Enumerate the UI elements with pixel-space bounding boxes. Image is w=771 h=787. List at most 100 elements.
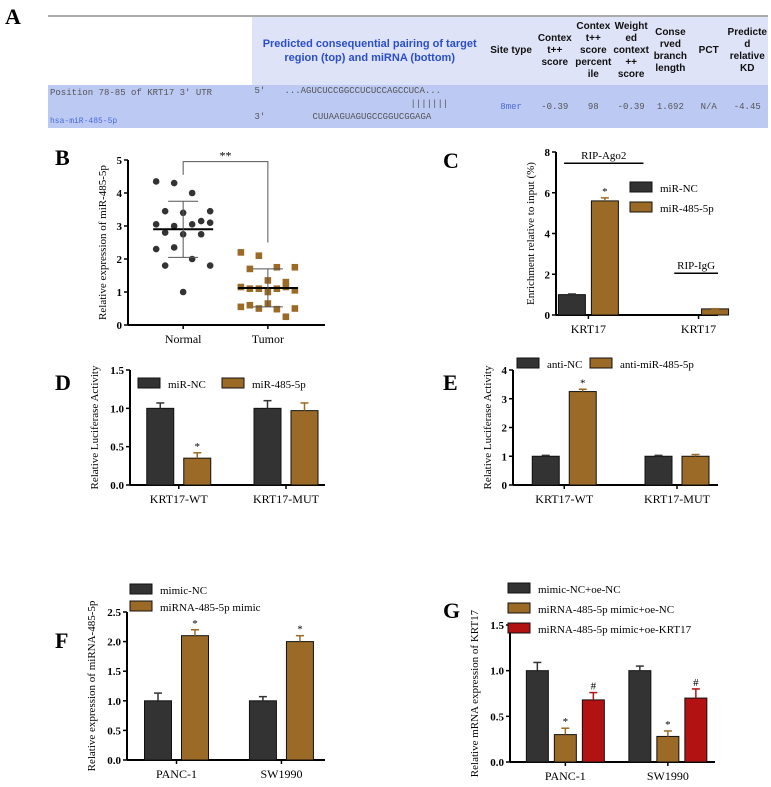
data-point — [291, 287, 299, 294]
bar — [253, 407, 282, 486]
pairing-cell: 5' ...AGUCUCCGGCCUCUCCAGCCUCA... |||||||… — [252, 85, 487, 128]
x-tick-label: SW1990 — [260, 767, 302, 781]
pct-cell: N/A — [690, 85, 727, 128]
data-point — [246, 301, 254, 309]
weighted-cell: -0.39 — [612, 85, 650, 128]
data-point — [152, 178, 160, 185]
y-tick-label: 1.0 — [110, 403, 124, 415]
y-tick-label: 0.0 — [110, 480, 124, 492]
significance-mark: # — [693, 677, 699, 689]
x-tick-label: KRT17-WT — [535, 492, 594, 506]
group-label: RIP-Ago2 — [581, 150, 626, 162]
header-pairing: Predicted consequential pairing of targe… — [252, 16, 487, 85]
data-point — [246, 265, 254, 273]
bar — [248, 700, 277, 761]
bar — [644, 455, 673, 486]
bar — [581, 699, 605, 763]
header-site-type: Site type — [486, 16, 536, 85]
x-tick-label: KRT17-MUT — [644, 492, 711, 506]
legend-label: miR-NC — [168, 379, 206, 391]
mirna-link[interactable]: hsa-miR-485-5p — [50, 117, 118, 126]
y-tick-label: 0.0 — [107, 755, 121, 767]
y-tick-label: 3 — [117, 221, 123, 233]
panel-letter-a: A — [5, 4, 21, 29]
data-point — [188, 221, 196, 228]
data-point — [188, 189, 196, 197]
bar — [684, 697, 708, 763]
panel-letter-d: D — [55, 370, 71, 395]
x-tick-label: KRT17 — [571, 322, 606, 336]
y-axis-label: Relative expression of miR-485-5p — [97, 165, 109, 320]
kd-cell: -4.45 — [726, 85, 768, 128]
x-tick-label: Tumor — [252, 332, 284, 346]
y-tick-label: 4 — [545, 229, 551, 241]
legend-swatch — [629, 201, 653, 213]
significance-label: ** — [220, 149, 232, 163]
significance-mark: * — [195, 441, 201, 453]
bar — [290, 410, 319, 486]
position-text: Position 78-85 of KRT17 3' UTR — [50, 88, 213, 98]
header-kd: Predicte d relative KD — [726, 16, 768, 85]
legend-label: anti-NC — [547, 359, 582, 371]
significance-mark: * — [665, 719, 671, 731]
y-tick-label: 2.5 — [107, 607, 121, 619]
legend-swatch — [129, 583, 153, 595]
y-axis-label: Relative expression of miRNA-485-5p — [86, 600, 98, 771]
y-tick-label: 0 — [117, 320, 123, 332]
significance-mark: * — [563, 716, 569, 728]
y-tick-label: 5 — [117, 155, 123, 167]
header-empty — [48, 16, 253, 85]
data-point — [197, 217, 205, 225]
y-tick-label: 0.0 — [490, 757, 504, 769]
significance-bracket — [182, 161, 269, 243]
legend-swatch — [507, 622, 531, 634]
panel-letter-f: F — [55, 628, 69, 653]
seq-top-label: 5' — [254, 86, 266, 96]
significance-mark: * — [192, 618, 198, 630]
header-weighted: Weight ed context ++ score — [612, 16, 650, 85]
percentile-cell: 98 — [574, 85, 613, 128]
header-pct: PCT — [690, 16, 727, 85]
bar — [146, 407, 175, 486]
y-tick-label: 0.5 — [107, 725, 121, 737]
header-context-score: Contex t++ score — [535, 16, 575, 85]
targetscan-table: Predicted consequential pairing of targe… — [48, 15, 768, 128]
data-point — [273, 263, 281, 271]
y-tick-label: 1.5 — [107, 666, 121, 678]
bar — [557, 294, 586, 316]
legend-label: miR-485-5p — [660, 203, 714, 215]
bar — [285, 641, 314, 761]
seq-bottom: CUUAAGUAGUGCCGGUCGGAGA — [312, 112, 432, 122]
legend-swatch — [221, 377, 245, 389]
group-label: RIP-IgG — [677, 260, 715, 272]
y-tick-label: 4 — [502, 365, 508, 377]
legend-swatch — [507, 582, 531, 594]
data-point — [273, 305, 281, 313]
y-tick-label: 2 — [117, 254, 123, 266]
y-tick-label: 2.0 — [107, 637, 121, 649]
data-point — [188, 255, 196, 263]
x-tick-label: PANC-1 — [156, 767, 197, 781]
legend-label: miR-485-5p — [252, 379, 306, 391]
legend-label: miRNA-485-5p mimic+oe-KRT17 — [538, 624, 692, 636]
seq-top: ...AGUCUCCGGCCUCUCCAGCCUCA... — [284, 86, 442, 96]
y-tick-label: 1.0 — [107, 696, 121, 708]
data-point — [170, 244, 178, 251]
y-axis-label: Relative Luciferase Activity — [89, 365, 101, 490]
data-point — [161, 207, 169, 215]
data-point — [206, 262, 214, 269]
y-axis-label: Enrichment relative to input (%) — [525, 162, 537, 305]
data-point — [170, 222, 178, 230]
legend-label: anti-miR-485-5p — [620, 359, 694, 371]
y-tick-label: 0 — [545, 310, 551, 322]
significance-mark: * — [602, 186, 608, 198]
y-tick-label: 1 — [117, 287, 123, 299]
y-tick-label: 1.5 — [110, 365, 124, 377]
legend-swatch — [629, 181, 653, 193]
y-tick-label: 6 — [545, 188, 551, 200]
y-axis-label: Relative Luciferase Activity — [482, 365, 494, 490]
y-tick-label: 2 — [545, 269, 551, 281]
legend-swatch — [129, 600, 153, 612]
data-point — [161, 229, 169, 236]
